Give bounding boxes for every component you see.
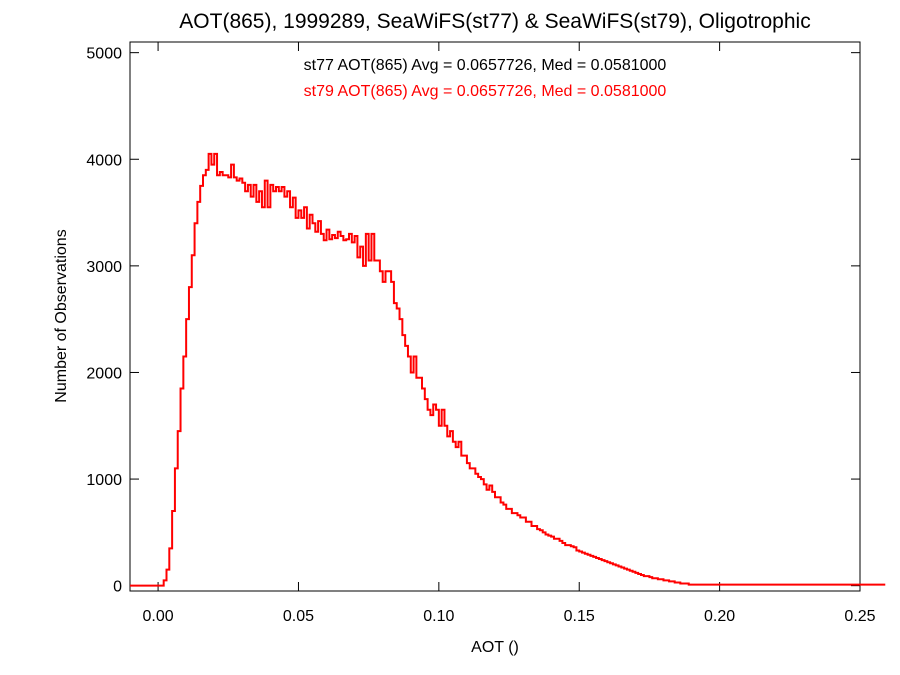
x-axis-label: AOT ()	[471, 639, 519, 656]
x-axis: 0.00 0.05 0.10 0.15 0.20 0.25	[143, 42, 876, 625]
x-tick-label: 0.15	[564, 608, 595, 625]
series-layer	[130, 152, 886, 587]
y-tick-label: 0	[113, 579, 122, 596]
y-axis: 0 1000 2000 3000 4000 5000	[86, 46, 860, 596]
y-tick-label: 1000	[86, 472, 122, 489]
y-tick-label: 3000	[86, 259, 122, 276]
x-tick-label: 0.05	[283, 608, 314, 625]
y-tick-label: 4000	[86, 152, 122, 169]
x-tick-label: 0.10	[423, 608, 454, 625]
annotation-st77: st77 AOT(865) Avg = 0.0657726, Med = 0.0…	[304, 57, 667, 74]
y-axis-label: Number of Observations	[53, 229, 70, 402]
x-tick-label: 0.00	[143, 608, 174, 625]
histogram-series-0	[130, 152, 886, 587]
x-tick-label: 0.20	[704, 608, 735, 625]
chart-title: AOT(865), 1999289, SeaWiFS(st77) & SeaWi…	[179, 10, 810, 33]
annotation-st79: st79 AOT(865) Avg = 0.0657726, Med = 0.0…	[304, 83, 667, 100]
plot-frame	[129, 41, 861, 592]
x-tick-label: 0.25	[844, 608, 875, 625]
y-tick-label: 5000	[86, 46, 122, 63]
y-tick-label: 2000	[86, 365, 122, 382]
